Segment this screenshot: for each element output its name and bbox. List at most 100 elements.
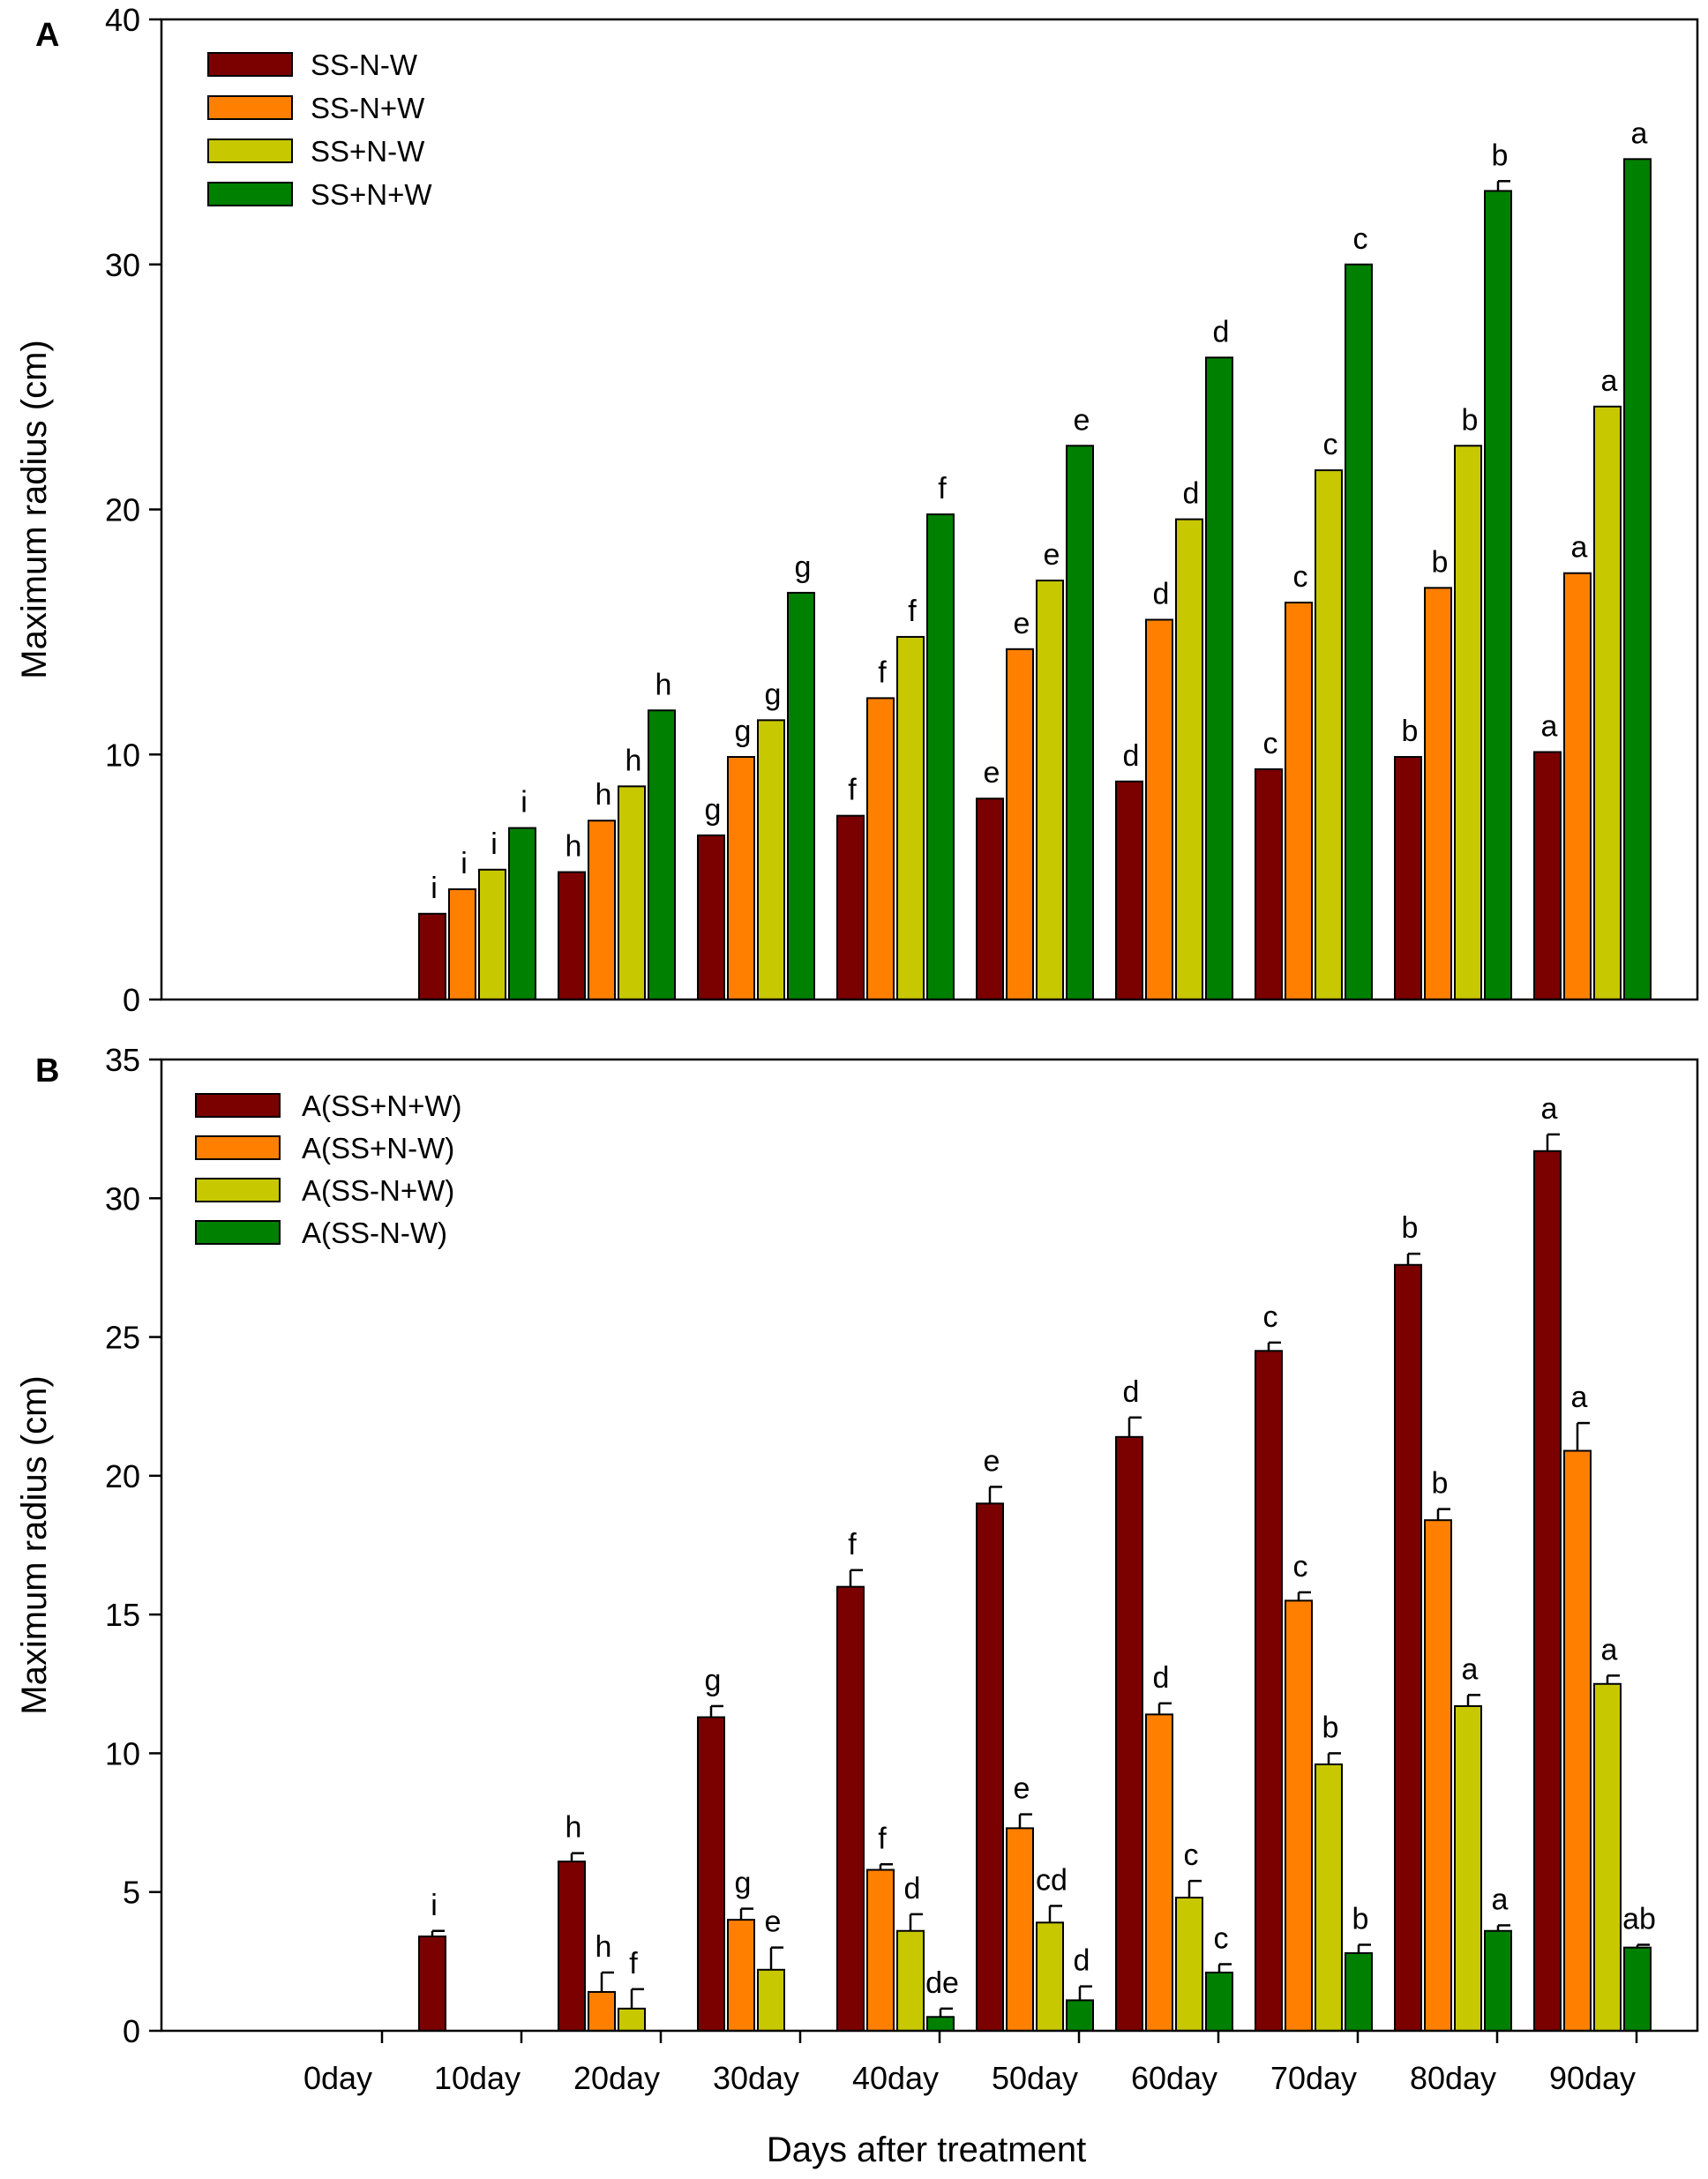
bar [757, 1968, 785, 2032]
bar [418, 912, 446, 1000]
bar [558, 1861, 586, 2032]
bar [418, 1936, 446, 2032]
bar [1315, 1763, 1343, 2033]
significance-label: e [1014, 607, 1030, 640]
plot-frame [160, 18, 1699, 1001]
significance-label: g [705, 1664, 722, 1697]
significance-label: g [705, 793, 722, 827]
legend-label: SS+N+W [311, 178, 432, 211]
bar [836, 1585, 865, 2032]
bar [1066, 445, 1094, 1001]
y-tick-label: 20 [105, 1458, 140, 1494]
significance-label: a [1541, 1092, 1558, 1126]
significance-label: c [1214, 1922, 1229, 1956]
bar [926, 513, 955, 1000]
significance-label: b [1322, 1711, 1339, 1744]
significance-label: e [984, 1444, 1000, 1478]
bar [787, 591, 815, 1000]
legend-label: A(SS+N-W) [302, 1132, 454, 1164]
y-axis-label: Maximum radius (cm) [15, 340, 54, 678]
significance-label: a [1462, 1652, 1479, 1686]
bar [1115, 1435, 1143, 2032]
bar [896, 635, 925, 1000]
significance-label: a [1492, 1883, 1509, 1916]
significance-label: c [1353, 222, 1368, 256]
bar [448, 888, 476, 1001]
y-tick-label: 5 [123, 1875, 140, 1911]
significance-label: b [1432, 545, 1449, 579]
significance-label: i [461, 847, 468, 880]
significance-label: b [1492, 139, 1509, 172]
significance-label: h [566, 1811, 582, 1845]
significance-label: b [1402, 715, 1419, 748]
significance-label: a [1571, 1381, 1588, 1414]
significance-label: ab [1622, 1902, 1656, 1936]
bar [618, 785, 646, 1000]
bar [1484, 1929, 1512, 2033]
x-tick-label: 90day [1549, 2060, 1636, 2096]
legend-swatch [195, 1093, 281, 1118]
bar [648, 709, 676, 1000]
bar [1285, 602, 1313, 1000]
bar [1424, 1519, 1452, 2032]
bar [697, 834, 725, 1000]
legend-label: SS+N-W [311, 135, 425, 168]
bar [1394, 756, 1422, 1001]
y-tick-label: 40 [105, 2, 140, 38]
legend-label: SS-N-W [311, 49, 418, 81]
bar [836, 814, 865, 1000]
panel-letter: B [35, 1052, 59, 1090]
significance-label: h [596, 778, 612, 812]
y-tick-label: 10 [105, 737, 140, 773]
legend-swatch [207, 95, 293, 120]
bar [1036, 1921, 1064, 2032]
panel-letter: A [35, 17, 59, 54]
x-tick-label: 10day [434, 2060, 521, 2096]
panel-a: A Maximum radius (cm) 0 10 20 30 40 i h g f e d c b a i h… [15, 2, 1699, 1018]
y-tick-label: 30 [105, 247, 140, 283]
legend-label: A(SS-N+W) [302, 1174, 454, 1207]
x-tick-label: 70day [1270, 2060, 1357, 2096]
significance-label: f [878, 1822, 887, 1855]
significance-label: f [908, 595, 917, 628]
bar [1345, 263, 1373, 1000]
bar [1454, 1704, 1482, 2032]
bar [1563, 1449, 1592, 2032]
bar [1175, 518, 1203, 1000]
significance-label: a [1631, 116, 1648, 150]
significance-label: h [596, 1930, 612, 1964]
significance-label: d [1153, 577, 1170, 610]
bar [866, 697, 895, 1000]
bar [896, 1929, 925, 2033]
y-tick-label: 35 [105, 1042, 140, 1078]
significance-label: e [765, 1906, 782, 1939]
bar [1145, 618, 1173, 1000]
bar [1006, 648, 1034, 1000]
x-tick-label: 80day [1410, 2060, 1496, 2096]
significance-label: g [735, 1867, 752, 1900]
bar [976, 1502, 1004, 2033]
significance-label: f [878, 655, 887, 689]
legend-label: SS-N+W [311, 92, 425, 124]
significance-label: i [491, 827, 498, 861]
significance-label: c [1293, 560, 1308, 594]
significance-label: cd [1036, 1863, 1068, 1897]
x-tick-label: 30day [713, 2060, 799, 2096]
bar [508, 827, 536, 1001]
bar [1563, 572, 1592, 1001]
bar [1394, 1263, 1422, 2032]
legend-swatch [195, 1220, 281, 1245]
bar [588, 820, 616, 1000]
significance-label: e [1044, 538, 1060, 572]
significance-label: d [1213, 315, 1230, 348]
bar [1424, 587, 1452, 1000]
y-tick-label: 0 [123, 982, 140, 1018]
bar [618, 2007, 646, 2032]
bar [1315, 469, 1343, 1000]
significance-label: c [1263, 727, 1278, 760]
bar [1593, 405, 1622, 1001]
significance-label: f [848, 1528, 857, 1561]
bar [976, 797, 1004, 1000]
bar [1454, 445, 1482, 1001]
